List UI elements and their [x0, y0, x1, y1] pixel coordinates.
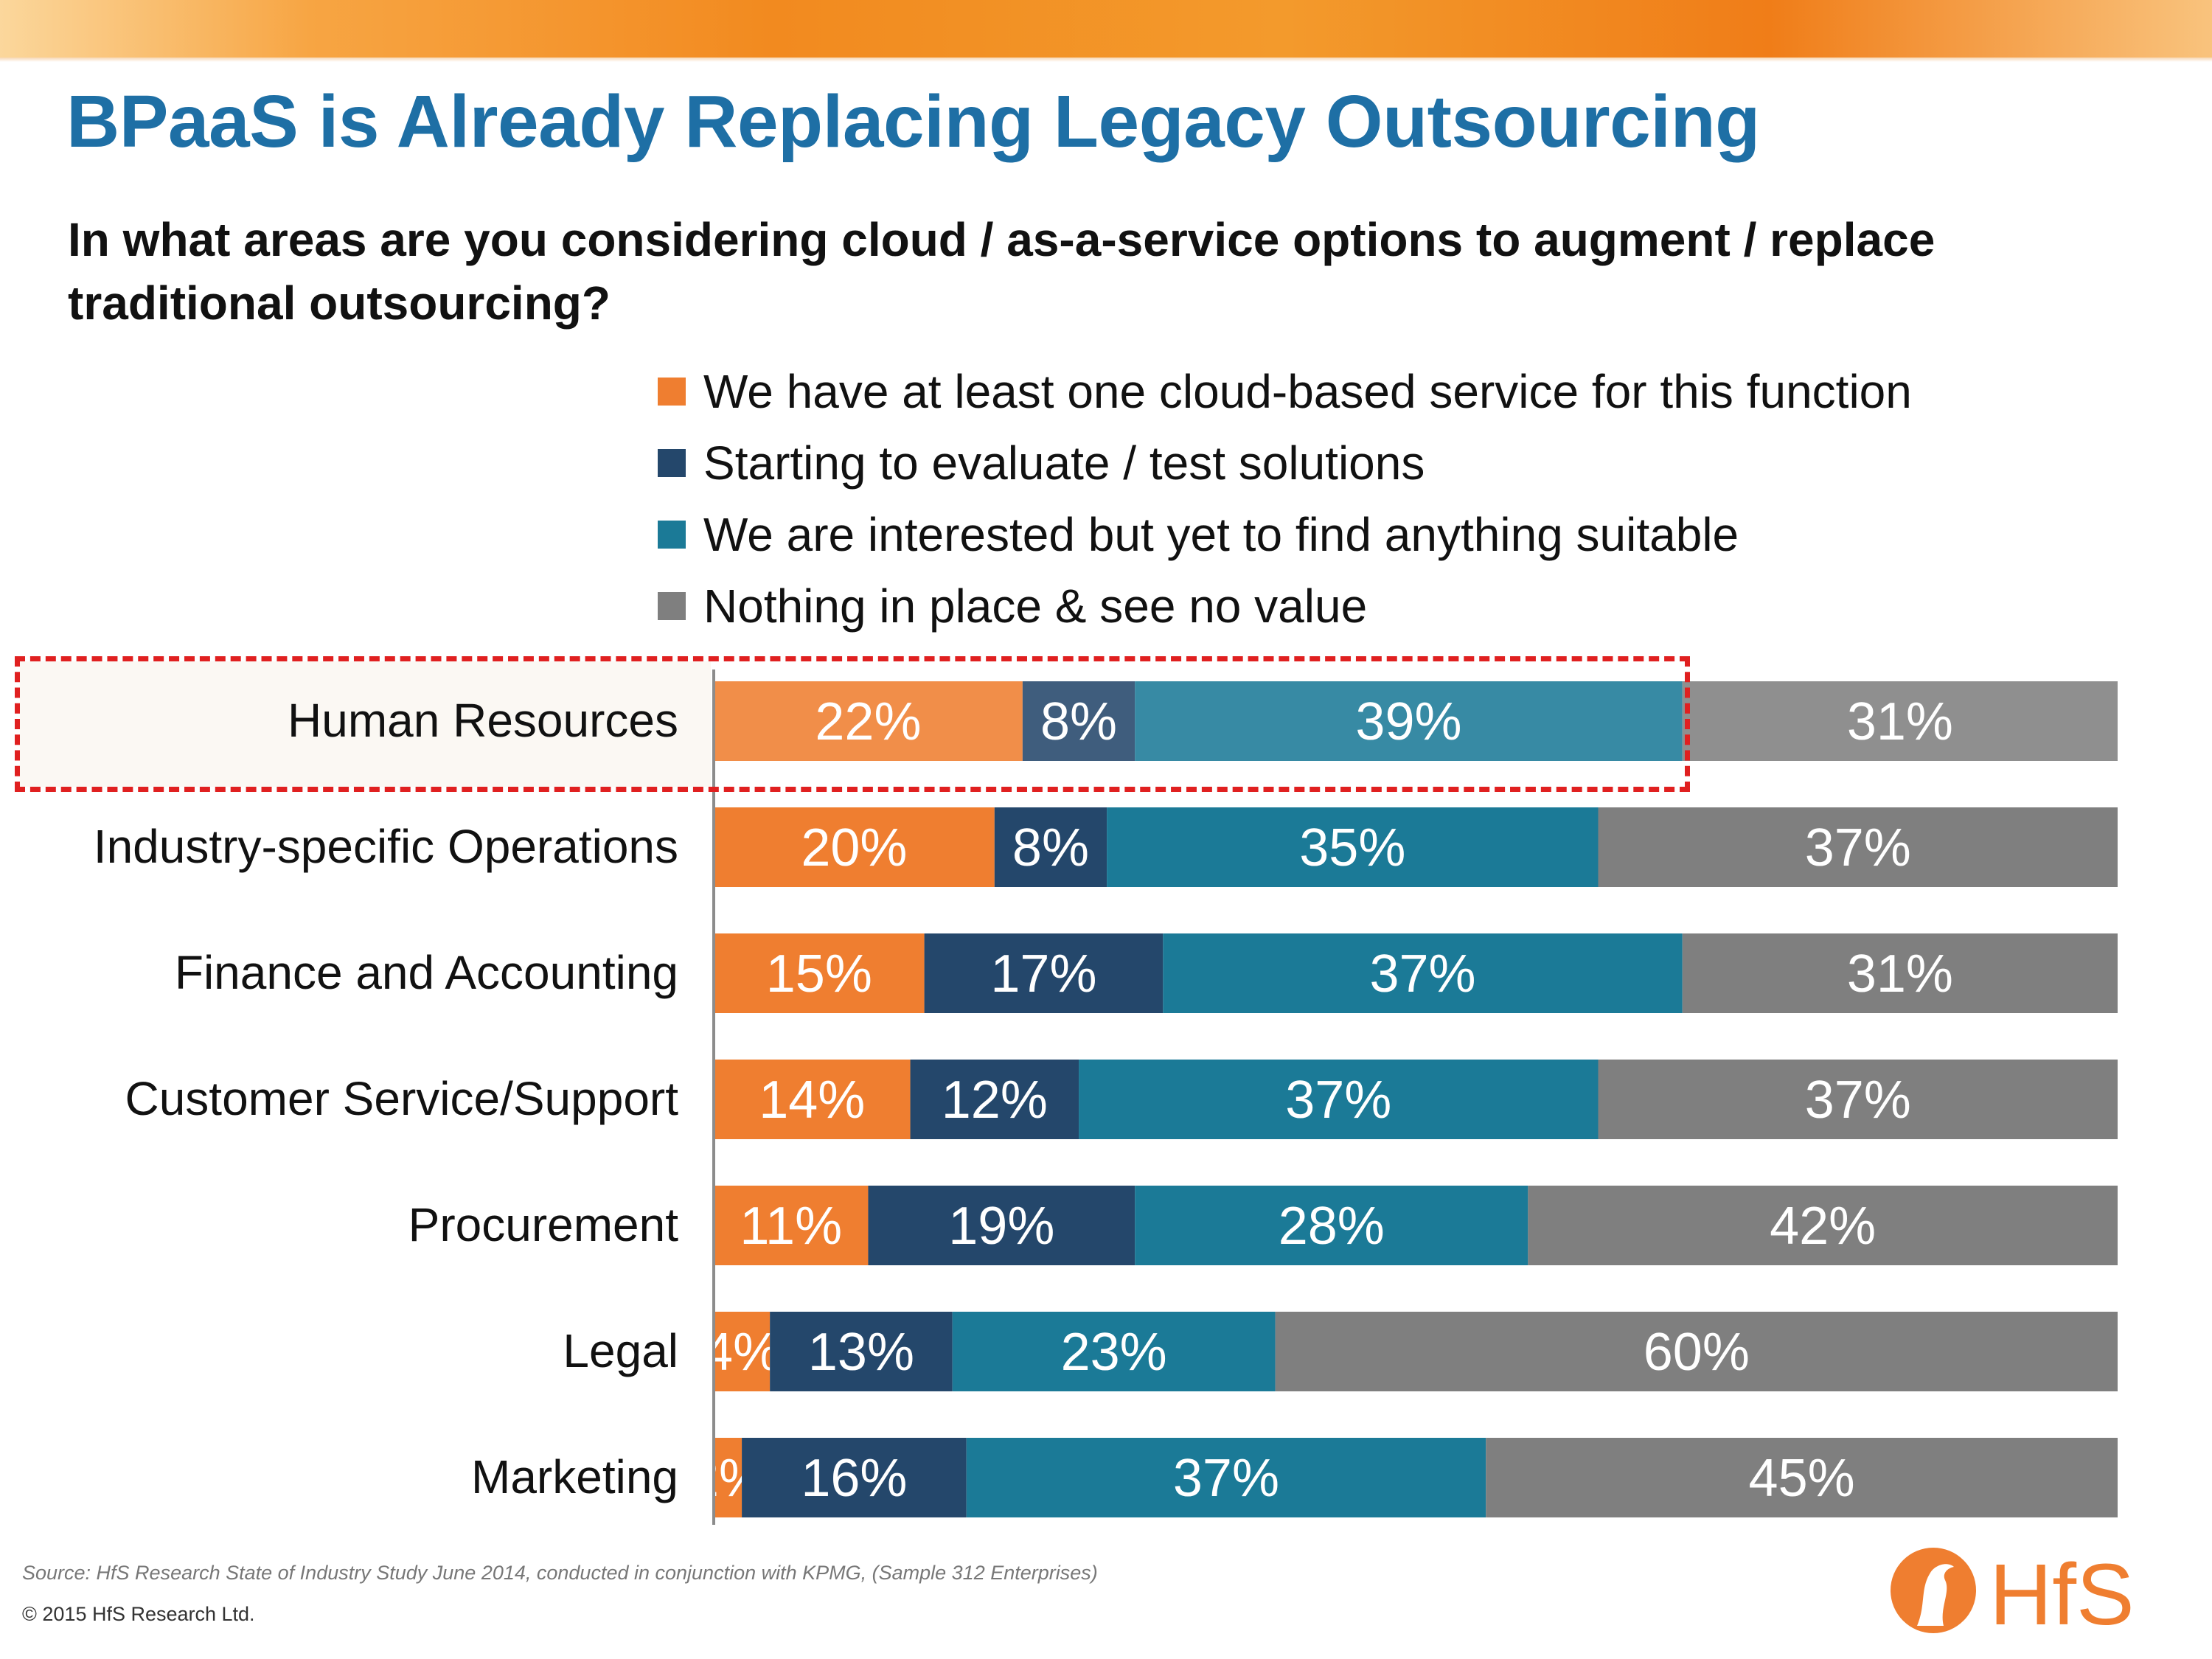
header-band — [0, 0, 2212, 62]
legend-label: Starting to evaluate / test solutions — [703, 436, 1425, 490]
bar-segment — [714, 933, 925, 1013]
legend-swatch — [658, 448, 686, 477]
data-label: 15% — [766, 945, 872, 1004]
data-label: 23% — [1061, 1323, 1167, 1382]
legend-item: We have at least one cloud-based service… — [658, 355, 1912, 427]
bar-segment — [714, 681, 1023, 761]
data-label: 13% — [808, 1323, 914, 1382]
data-label: 28% — [1279, 1197, 1385, 1256]
legend-swatch — [658, 520, 686, 549]
bar-segment — [1682, 681, 2118, 761]
data-label: 17% — [990, 945, 1096, 1004]
legend-label: Nothing in place & see no value — [703, 579, 1368, 633]
bar-segment — [714, 807, 995, 887]
bar-segment — [868, 1186, 1135, 1265]
bar-segment — [1598, 1060, 2118, 1139]
page-title: BPaaS is Already Replacing Legacy Outsou… — [66, 80, 1760, 163]
category-label: Finance and Accounting — [174, 946, 678, 999]
survey-question: In what areas are you considering cloud … — [68, 213, 1935, 330]
data-label: 35% — [1299, 818, 1405, 877]
data-label: 37% — [1805, 818, 1911, 877]
legend-item: Starting to evaluate / test solutions — [658, 427, 1912, 498]
data-label: 16% — [801, 1449, 907, 1508]
logo-horse-shape — [1917, 1564, 1954, 1626]
data-label: 37% — [1805, 1071, 1911, 1130]
category-label: Procurement — [408, 1198, 678, 1251]
chart-legend: We have at least one cloud-based service… — [658, 355, 1912, 641]
bar-segment — [994, 807, 1107, 887]
legend-swatch — [658, 377, 686, 406]
data-label: 12% — [942, 1071, 1048, 1130]
data-label: 22% — [815, 692, 921, 751]
data-label: 8% — [1012, 818, 1089, 877]
bar-segment — [714, 1186, 869, 1265]
bar-segment — [1486, 1438, 2118, 1517]
data-label: 39% — [1355, 692, 1461, 751]
data-label: 31% — [1847, 945, 1953, 1004]
data-label: 14% — [759, 1071, 865, 1130]
bar-segment — [714, 1438, 742, 1517]
category-label: Industry-specific Operations — [93, 820, 678, 873]
category-label: Legal — [563, 1324, 678, 1377]
data-label: 19% — [948, 1197, 1054, 1256]
data-label: 37% — [1173, 1449, 1279, 1508]
data-label: 37% — [1369, 945, 1475, 1004]
bar-segment — [1163, 933, 1683, 1013]
data-label: 8% — [1040, 692, 1117, 751]
bar-segment — [714, 1060, 911, 1139]
bar-segment — [1598, 807, 2118, 887]
legend-label: We have at least one cloud-based service… — [703, 364, 1912, 418]
data-label: 45% — [1749, 1449, 1855, 1508]
logo-text: HfS — [1989, 1546, 2135, 1644]
bar-segment — [1022, 681, 1135, 761]
source-note: Source: HfS Research State of Industry S… — [22, 1562, 1098, 1584]
data-label: 60% — [1644, 1323, 1750, 1382]
category-label: Customer Service/Support — [125, 1072, 678, 1125]
y-axis-line — [712, 669, 715, 1525]
bar-segment — [910, 1060, 1079, 1139]
category-label: Marketing — [471, 1450, 678, 1503]
bar-segment — [1107, 807, 1599, 887]
highlight-label-background — [20, 661, 711, 787]
bar-segment — [1135, 681, 1683, 761]
bar-segment — [1275, 1312, 2118, 1391]
bar-segment — [742, 1438, 967, 1517]
bar-segment — [714, 1312, 771, 1391]
legend-item: We are interested but yet to find anythi… — [658, 498, 1912, 570]
bar-segment — [1528, 1186, 2118, 1265]
data-label: 42% — [1770, 1197, 1876, 1256]
highlight-box — [15, 656, 1690, 792]
data-label: 31% — [1847, 692, 1953, 751]
legend-label: We are interested but yet to find anythi… — [703, 507, 1739, 561]
data-label: 20% — [801, 818, 907, 877]
data-label: 4% — [703, 1323, 780, 1382]
hfs-logo: HfS — [1891, 1546, 2135, 1644]
data-label: 11% — [740, 1197, 842, 1256]
legend-swatch — [658, 591, 686, 620]
bar-segment — [924, 933, 1164, 1013]
bar-segment — [770, 1312, 953, 1391]
copyright-text: © 2015 HfS Research Ltd. — [22, 1603, 255, 1625]
category-label: Human Resources — [288, 694, 678, 747]
bar-segment — [1682, 933, 2118, 1013]
bar-segment — [1079, 1060, 1599, 1139]
bar-segment — [1135, 1186, 1528, 1265]
data-label: 37% — [1285, 1071, 1391, 1130]
legend-item: Nothing in place & see no value — [658, 570, 1912, 641]
bar-segment — [952, 1312, 1276, 1391]
bar-segment — [966, 1438, 1486, 1517]
